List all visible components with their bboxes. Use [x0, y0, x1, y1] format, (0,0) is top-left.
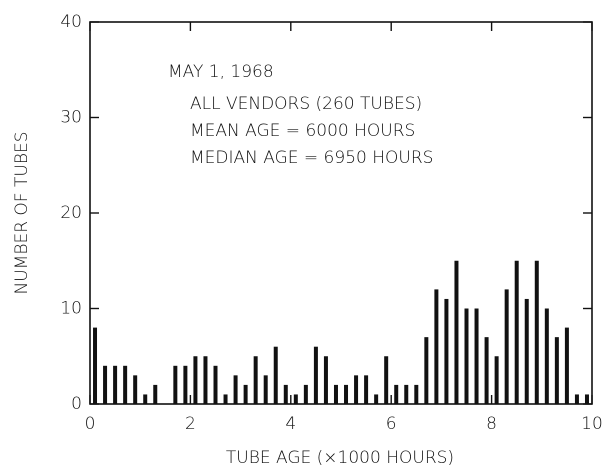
y-tick-label: 20 [60, 203, 82, 223]
bar [283, 384, 288, 404]
bar [494, 356, 499, 404]
bar [203, 356, 208, 404]
bar [113, 365, 118, 404]
bar [173, 365, 178, 404]
annotation: MEDIAN AGE = 6950 HOURS [190, 148, 433, 168]
bar [584, 394, 589, 404]
bar [574, 394, 579, 404]
bar [404, 384, 409, 404]
bar [394, 384, 399, 404]
y-axis-label: NUMBER OF TUBES [12, 132, 32, 295]
annotation: MAY 1, 1968 [168, 62, 274, 82]
bar [243, 384, 248, 404]
y-tick-label: 30 [60, 108, 82, 128]
bar [424, 337, 429, 404]
bar [504, 289, 509, 404]
bar [233, 375, 238, 404]
bar [143, 394, 148, 404]
bar [223, 394, 228, 404]
x-axis-label: TUBE AGE (×1000 HOURS) [226, 448, 454, 468]
bar [103, 365, 108, 404]
bar [293, 394, 298, 404]
bar [354, 375, 359, 404]
bar [474, 308, 479, 404]
bar [374, 394, 379, 404]
annotation: MEAN AGE = 6000 HOURS [190, 121, 415, 141]
bar [414, 384, 419, 404]
bar [133, 375, 138, 404]
x-tick-label: 4 [285, 414, 296, 434]
x-tick-label: 2 [185, 414, 196, 434]
bar [123, 365, 128, 404]
annotation: ALL VENDORS (260 TUBES) [190, 94, 422, 114]
bar [333, 384, 338, 404]
bar [313, 346, 318, 404]
bar [213, 365, 218, 404]
bar [454, 260, 459, 404]
x-tick-label: 8 [486, 414, 497, 434]
bar [444, 298, 449, 404]
x-tick-label: 10 [581, 414, 603, 434]
y-tick-label: 0 [71, 394, 82, 414]
bar [153, 384, 158, 404]
bar [564, 327, 569, 404]
bar [484, 337, 489, 404]
bar [554, 337, 559, 404]
bar [364, 375, 369, 404]
bar [93, 327, 98, 404]
bar [303, 384, 308, 404]
bar [344, 384, 349, 404]
bar [464, 308, 469, 404]
bar [544, 308, 549, 404]
y-tick-label: 40 [60, 12, 82, 32]
bar [524, 298, 529, 404]
bar [263, 375, 268, 404]
bar [183, 365, 188, 404]
bar [323, 356, 328, 404]
x-tick-label: 6 [386, 414, 397, 434]
x-tick-label: 0 [85, 414, 96, 434]
bar [434, 289, 439, 404]
bar [253, 356, 258, 404]
bar [384, 356, 389, 404]
bar [534, 260, 539, 404]
bar [273, 346, 278, 404]
bar [193, 356, 198, 404]
bar [514, 260, 519, 404]
y-tick-label: 10 [60, 299, 82, 319]
